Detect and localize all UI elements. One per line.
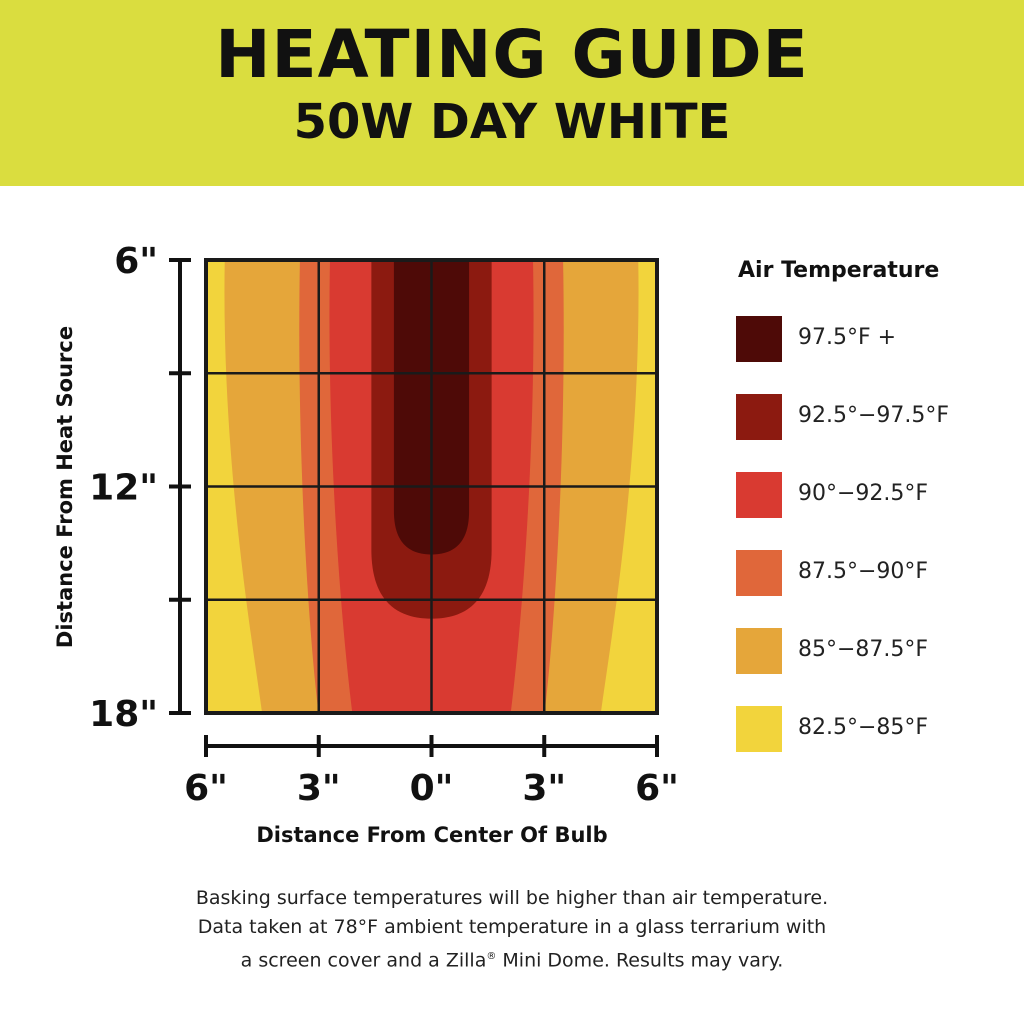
legend-item: 97.5°F + <box>736 316 1006 364</box>
legend-label: 92.5°−97.5°F <box>798 403 950 428</box>
x-tick-label: 0" <box>410 768 454 809</box>
legend-label: 97.5°F + <box>798 325 897 350</box>
page-subtitle: 50W DAY WHITE <box>293 94 731 150</box>
x-tick-label: 6" <box>635 768 679 809</box>
footnote-line-3-end: Mini Dome. Results may vary. <box>496 949 784 972</box>
legend-swatch <box>736 472 782 518</box>
legend-item: 82.5°−85°F <box>736 706 1006 754</box>
legend-swatch <box>736 394 782 440</box>
legend-title: Air Temperature <box>738 258 940 283</box>
chart-axes: 6" 3" 0" 3" 6" 6" 12" 18" <box>89 241 679 809</box>
legend-swatch <box>736 316 782 362</box>
x-axis-label: Distance From Center Of Bulb <box>256 823 607 847</box>
page-title: HEATING GUIDE <box>215 16 809 93</box>
x-tick-label: 6" <box>184 768 228 809</box>
legend-label: 82.5°−85°F <box>798 715 929 740</box>
y-tick-label: 6" <box>114 241 158 282</box>
chart-grid <box>204 258 659 715</box>
legend-swatch <box>736 550 782 596</box>
header-banner: HEATING GUIDE 50W DAY WHITE <box>0 0 1024 186</box>
footnote-line-3-start: a screen cover and a Zilla <box>240 949 487 972</box>
x-tick-label: 3" <box>297 768 341 809</box>
y-tick-label: 18" <box>89 694 158 735</box>
footnote: Basking surface temperatures will be hig… <box>120 884 904 975</box>
legend-item: 90°−92.5°F <box>736 472 1006 520</box>
registered-mark: ® <box>486 951 497 962</box>
footnote-line-2: Data taken at 78°F ambient temperature i… <box>197 916 827 938</box>
y-axis-label: Distance From Heat Source <box>53 326 77 648</box>
x-tick-label: 3" <box>522 768 566 809</box>
legend-label: 85°−87.5°F <box>798 637 929 662</box>
legend-item: 92.5°−97.5°F <box>736 394 1006 442</box>
footnote-line-1: Basking surface temperatures will be hig… <box>195 887 829 909</box>
legend-item: 87.5°−90°F <box>736 550 1006 598</box>
footnote-line-3: a screen cover and a Zilla® Mini Dome. R… <box>120 942 904 975</box>
plot-border <box>204 258 659 715</box>
legend-label: 90°−92.5°F <box>798 481 929 506</box>
legend-swatch <box>736 628 782 674</box>
legend-label: 87.5°−90°F <box>798 559 929 584</box>
legend-swatch <box>736 706 782 752</box>
legend-item: 85°−87.5°F <box>736 628 1006 676</box>
y-tick-label: 12" <box>89 468 158 509</box>
